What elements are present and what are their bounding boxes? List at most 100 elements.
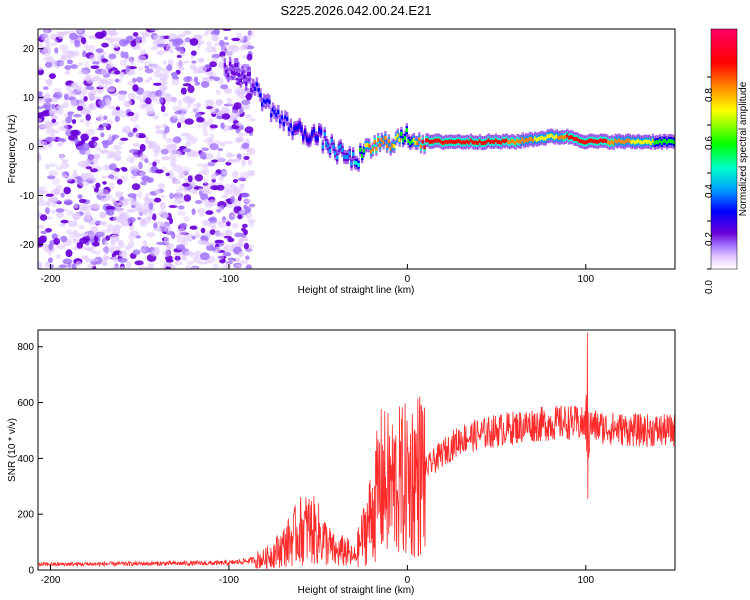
ridge-peak [471, 140, 474, 145]
noise-blob [59, 44, 69, 51]
noise-blob [56, 104, 65, 110]
ridge-peak [530, 137, 533, 142]
noise-blob [157, 38, 167, 43]
noise-blob [38, 261, 43, 269]
noise-blob [176, 210, 187, 217]
noise-blob [112, 266, 119, 269]
noise-blob [153, 70, 162, 78]
noise-blob [78, 198, 87, 204]
noise-blob [191, 235, 196, 240]
ridge-peak [567, 135, 571, 140]
noise-blob [223, 36, 229, 41]
noise-blob [220, 122, 225, 129]
ridge-peak [617, 138, 621, 143]
noise-blob [235, 122, 244, 127]
noise-blob [142, 201, 150, 210]
ridge-peak [391, 143, 394, 148]
noise-blob [163, 225, 172, 233]
ridge-peak [362, 148, 366, 153]
noise-blob [225, 221, 231, 227]
snr-ylabel: SNR (10 * v/v) [7, 418, 18, 482]
noise-blob [165, 259, 174, 263]
noise-blob [85, 85, 95, 90]
noise-blob [206, 137, 214, 142]
noise-blob [164, 94, 174, 101]
noise-blob [101, 68, 108, 75]
ridge-peak [607, 140, 610, 145]
noise-blob [214, 140, 222, 145]
ridge-peak [625, 139, 628, 144]
noise-blob [168, 205, 178, 208]
noise-blob [88, 231, 96, 239]
noise-blob [127, 99, 132, 107]
ridge-peak [493, 140, 496, 145]
noise-blob [102, 181, 107, 185]
ridge-peak [455, 139, 458, 144]
noise-blob [159, 222, 166, 228]
ridge-peak [466, 139, 469, 144]
ridge-peak [500, 140, 503, 145]
noise-blob [173, 198, 179, 207]
ridge-peak [323, 132, 326, 137]
noise-blob [95, 147, 102, 151]
ridge-peak [407, 139, 410, 143]
ridge-peak [518, 139, 521, 144]
x-tick-label: 100 [577, 575, 594, 586]
noise-blob [40, 214, 48, 221]
noise-blob [173, 252, 183, 257]
ridge-peak [587, 139, 590, 144]
ridge-peak [414, 140, 417, 145]
ridge-peak [291, 131, 294, 136]
noise-blob [219, 141, 226, 147]
ridge-peak [632, 139, 635, 144]
ridge-peak [553, 135, 557, 140]
noise-blob [221, 219, 228, 223]
noise-blob [190, 55, 195, 59]
noise-blob [155, 124, 162, 129]
noise-blob [232, 179, 239, 183]
noise-blob [76, 105, 84, 111]
noise-blob [194, 81, 200, 86]
noise-blob [132, 249, 141, 256]
ridge-peak [575, 136, 578, 141]
ridge-peak [255, 82, 259, 87]
noise-blob [78, 180, 89, 187]
ridge-peak [485, 139, 489, 144]
noise-blob [172, 97, 178, 104]
noise-blob [173, 136, 182, 144]
noise-blob [158, 183, 165, 189]
noise-blob [213, 76, 220, 82]
noise-blob [191, 208, 196, 215]
noise-blob [243, 204, 248, 210]
ridge-peak [227, 73, 230, 78]
noise-blob [90, 65, 100, 69]
noise-blob [57, 108, 64, 116]
noise-blob [43, 86, 49, 90]
noise-blob [114, 50, 120, 54]
noise-blob [201, 147, 209, 152]
ridge-peak [243, 74, 246, 79]
noise-blob [92, 241, 100, 247]
noise-blob [131, 168, 141, 177]
noise-blob [72, 169, 78, 176]
noise-blob [204, 79, 213, 82]
ridge-peak [603, 138, 606, 143]
noise-blob [91, 265, 97, 269]
ridge-peak [380, 137, 383, 142]
ridge-peak [348, 151, 351, 156]
noise-blob [199, 151, 207, 160]
ridge-peak [271, 107, 275, 112]
noise-blob [198, 57, 205, 63]
noise-blob [169, 162, 177, 167]
noise-blob [65, 249, 73, 258]
noise-blob [118, 90, 128, 95]
noise-blob [91, 250, 96, 254]
noise-blob [187, 175, 193, 183]
noise-blob [85, 118, 90, 127]
noise-blob [138, 66, 144, 71]
noise-blob [100, 132, 105, 138]
noise-blob [155, 129, 165, 134]
noise-blob [59, 153, 64, 160]
noise-blob [127, 216, 136, 223]
